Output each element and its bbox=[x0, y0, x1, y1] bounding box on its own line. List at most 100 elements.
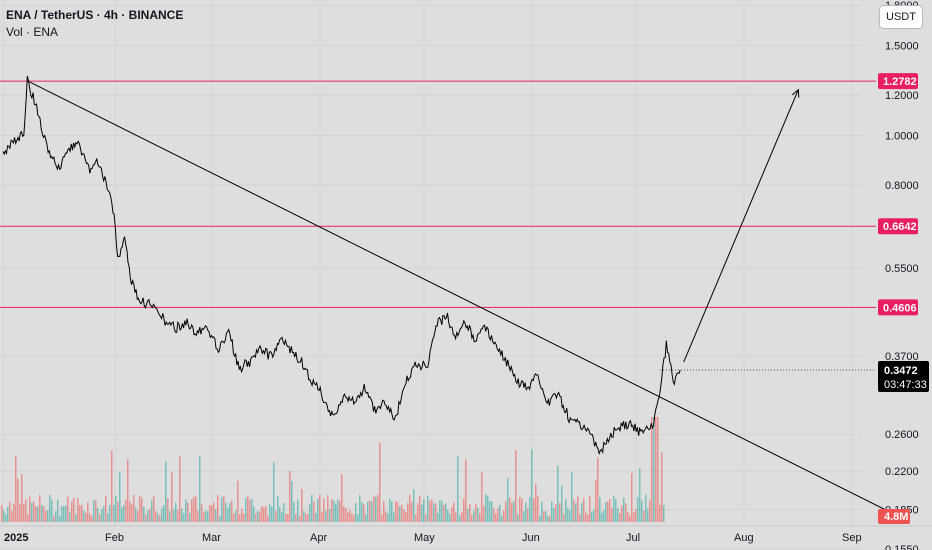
level-price-label: 0.6642 bbox=[883, 221, 917, 233]
volume-bar bbox=[627, 512, 629, 522]
volume-bar bbox=[143, 506, 145, 522]
volume-bar bbox=[407, 502, 409, 522]
volume-bar bbox=[155, 511, 157, 522]
volume-bar bbox=[151, 499, 153, 522]
volume-bar bbox=[159, 515, 161, 522]
volume-bar bbox=[251, 498, 253, 522]
volume-bar bbox=[525, 502, 527, 522]
volume-bar bbox=[191, 499, 193, 522]
volume-bar bbox=[335, 503, 337, 522]
volume-bar bbox=[39, 494, 41, 522]
volume-bar bbox=[607, 501, 609, 522]
volume-bar bbox=[653, 417, 655, 522]
volume-bar bbox=[431, 499, 433, 522]
price-axis[interactable]: 2.20001.80001.50001.20001.00000.80000.55… bbox=[885, 0, 919, 550]
volume-bar bbox=[423, 499, 425, 522]
volume-bar bbox=[205, 510, 207, 522]
trendline-group[interactable] bbox=[27, 80, 886, 511]
volume-bar bbox=[405, 512, 407, 522]
x-tick-label: Sep bbox=[842, 532, 862, 544]
volume-bar bbox=[193, 496, 195, 522]
volume-bar bbox=[379, 442, 381, 522]
trendline[interactable] bbox=[27, 80, 886, 511]
volume-bar bbox=[467, 509, 469, 522]
volume-bar bbox=[641, 500, 643, 522]
volume-bar bbox=[45, 510, 47, 522]
volume-bar bbox=[571, 472, 573, 522]
current-price-badge bbox=[878, 361, 929, 393]
volume-bar bbox=[35, 506, 37, 522]
volume-bar bbox=[477, 507, 479, 522]
volume-bar bbox=[589, 495, 591, 522]
volume-bar bbox=[113, 505, 115, 522]
volume-bar bbox=[499, 504, 501, 522]
volume-bar bbox=[557, 465, 559, 522]
volume-bar bbox=[485, 494, 487, 522]
currency-button[interactable]: USDT bbox=[879, 5, 923, 29]
volume-bar bbox=[271, 506, 273, 522]
volume-bar bbox=[569, 510, 571, 522]
volume-bar bbox=[201, 504, 203, 522]
volume-bar bbox=[599, 497, 601, 522]
volume-bar bbox=[585, 512, 587, 522]
volume-bar bbox=[181, 508, 183, 522]
volume-bar bbox=[629, 515, 631, 522]
volume-bar bbox=[489, 501, 491, 522]
volume-bar bbox=[165, 461, 167, 522]
volume-bar bbox=[601, 512, 603, 522]
volume-bar bbox=[307, 513, 309, 522]
level-price-badge bbox=[878, 218, 918, 235]
volume-bar bbox=[177, 509, 179, 522]
volume-bar bbox=[597, 457, 599, 522]
volume-bar bbox=[319, 494, 321, 522]
volume-bar bbox=[15, 456, 17, 522]
volume-bar bbox=[209, 505, 211, 522]
volume-bar bbox=[133, 494, 135, 522]
x-tick-label: Apr bbox=[310, 532, 327, 544]
level-price-badge bbox=[878, 73, 918, 90]
volume-bar bbox=[403, 509, 405, 522]
volume-bar bbox=[281, 512, 283, 522]
volume-bar bbox=[91, 515, 93, 522]
volume-bar bbox=[33, 501, 35, 522]
volume-bar bbox=[517, 514, 519, 522]
volume-bar bbox=[237, 480, 239, 522]
volume-bar bbox=[285, 513, 287, 522]
volume-bar bbox=[329, 509, 331, 522]
volume-bar bbox=[225, 502, 227, 522]
volume-bar bbox=[551, 501, 553, 522]
volume-bar bbox=[595, 479, 597, 522]
volume-bar bbox=[309, 503, 311, 522]
arrow-head bbox=[791, 88, 800, 98]
volume-bar bbox=[461, 512, 463, 522]
volume-bar bbox=[445, 503, 447, 522]
volume-bar bbox=[661, 452, 663, 522]
volume-bar bbox=[433, 503, 435, 522]
volume-bar bbox=[501, 515, 503, 522]
projection-arrow[interactable] bbox=[683, 89, 799, 363]
volume-bar bbox=[421, 504, 423, 522]
volume-bar bbox=[111, 450, 113, 522]
volume-bar bbox=[291, 481, 293, 522]
volume-bar bbox=[293, 502, 295, 522]
symbol-title[interactable]: ENA / TetherUS · 4h · BINANCE bbox=[6, 8, 184, 22]
volume-indicator-label[interactable]: Vol · ENA bbox=[6, 25, 59, 39]
volume-bar bbox=[357, 514, 359, 522]
volume-bar bbox=[29, 496, 31, 522]
volume-bar bbox=[59, 515, 61, 522]
volume-bar bbox=[69, 512, 71, 522]
volume-bar bbox=[167, 498, 169, 522]
axis-badges: 1.2782 0.6642 0.4606 0.3472 03:47:33 4.8M bbox=[660, 73, 929, 524]
volume-bar bbox=[647, 508, 649, 522]
time-axis[interactable]: 2025 Feb Mar Apr May Jun Jul Aug Sep bbox=[4, 532, 862, 544]
volume-bar bbox=[493, 508, 495, 522]
level-price-badge bbox=[878, 299, 918, 316]
y-tick-label: 1.0000 bbox=[885, 131, 919, 143]
volume-bar bbox=[223, 495, 225, 522]
volume-bar bbox=[527, 508, 529, 522]
volume-bar bbox=[173, 508, 175, 522]
volume-bar bbox=[387, 513, 389, 522]
price-line bbox=[2, 75, 681, 455]
volume-bar bbox=[21, 474, 23, 522]
